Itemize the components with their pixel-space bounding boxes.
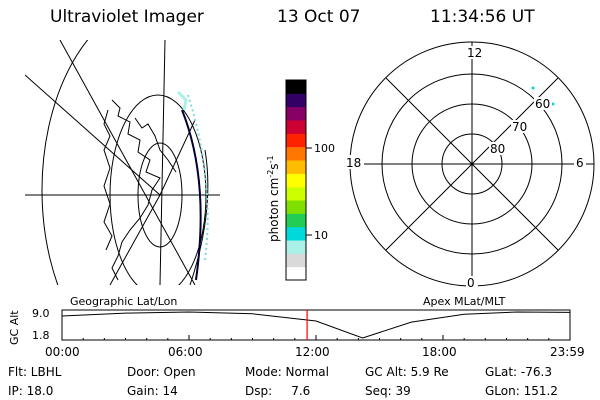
- auroral-limb: [181, 109, 202, 281]
- gain-status: Gain: 14: [127, 384, 178, 398]
- altitude-curve: [61, 311, 571, 339]
- date-label: 13 Oct 07: [277, 7, 361, 27]
- colorbar-frame: [285, 79, 307, 281]
- colorbar: 100 10 photon cm-2s-1: [266, 79, 335, 281]
- colorbar-cell: [286, 146, 306, 161]
- lat-label-60: 60: [535, 97, 550, 111]
- timeline-tick-label: 18:00: [422, 345, 457, 359]
- mlt-label-12: 12: [467, 46, 482, 60]
- gc-alt-status: GC Alt: 5.9 Re: [365, 365, 449, 379]
- lat-label-70: 70: [512, 120, 527, 134]
- mode-status: Mode: Normal: [245, 365, 329, 379]
- auroral-point: [531, 86, 535, 90]
- geo-lat-circle: [137, 142, 183, 248]
- door-status: Door: Open: [127, 365, 196, 379]
- geo-grid-line: [109, 194, 161, 285]
- geographic-panel: [25, 40, 220, 285]
- geo-panel-label: Geographic Lat/Lon: [70, 295, 178, 308]
- instrument-title: Ultraviolet Imager: [50, 7, 204, 27]
- timeline-ymin: 1.8: [32, 329, 50, 342]
- filter-status: Flt: LBHL: [8, 365, 62, 379]
- colorbar-cell: [286, 186, 306, 201]
- colorbar-tick-label: 100: [314, 142, 335, 155]
- colorbar-cell: [286, 120, 306, 134]
- geo-grid-line: [59, 40, 196, 285]
- colorbar-cell: [286, 80, 306, 94]
- colorbar-cell: [286, 93, 306, 108]
- colorbar-cell: [286, 160, 306, 174]
- colorbar-cell: [286, 200, 306, 214]
- polar-panel: [349, 41, 595, 287]
- geo-grid-line: [159, 40, 166, 285]
- timeline-tick-label: 00:00: [45, 345, 80, 359]
- glon-status: GLon: 151.2: [485, 384, 558, 398]
- auroral-emission: [176, 90, 188, 111]
- auroral-point: [551, 102, 555, 106]
- colorbar-cell: [286, 240, 306, 254]
- geo-grid-line: [25, 74, 161, 196]
- timeline-ylabel: GC Alt: [8, 310, 21, 345]
- colorbar-cell: [286, 133, 306, 148]
- timeline-tick-label: 12:00: [295, 345, 330, 359]
- dsp-status: Dsp: 7.6: [245, 384, 311, 398]
- colorbar-cell: [286, 253, 306, 268]
- geo-lat-circle: [41, 40, 89, 285]
- mlt-label-18: 18: [346, 156, 361, 170]
- polar-axis: [385, 77, 559, 251]
- mlt-label-0: 0: [467, 276, 475, 290]
- mlt-label-6: 6: [576, 156, 584, 170]
- glat-status: GLat: -76.3: [485, 365, 552, 379]
- auroral-emission: [187, 94, 209, 261]
- colorbar-cell: [286, 106, 306, 121]
- geo-lat-circle: [109, 94, 207, 285]
- seq-status: Seq: 39: [365, 384, 411, 398]
- colorbar-cell: [286, 173, 306, 188]
- colorbar-tick-label: 10: [314, 229, 328, 242]
- colorbar-cell: [286, 226, 306, 241]
- coastline: [103, 99, 177, 281]
- time-label: 11:34:56 UT: [430, 7, 535, 27]
- timeline-panel: [61, 309, 571, 341]
- timeline-ymax: 9.0: [32, 307, 50, 320]
- ip-status: IP: 18.0: [8, 384, 54, 398]
- colorbar-label: photon cm-2s-1: [266, 155, 281, 242]
- timeline-tick-label: 06:00: [168, 345, 203, 359]
- colorbar-cell: [286, 266, 306, 281]
- colorbar-cell: [286, 213, 306, 228]
- lat-label-80: 80: [490, 142, 505, 156]
- timeline-tick-label: 23:59: [550, 345, 585, 359]
- polar-panel-label: Apex MLat/MLT: [423, 295, 506, 308]
- earth-limb: [189, 149, 209, 285]
